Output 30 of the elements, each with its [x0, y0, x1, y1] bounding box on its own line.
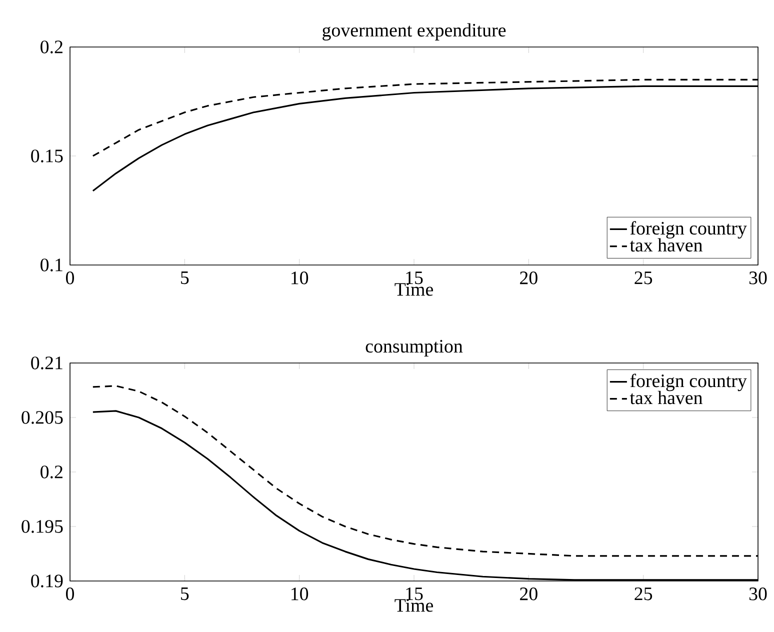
y-tick-label: 0.1 — [40, 258, 62, 272]
x-tick-label: 5 — [181, 271, 189, 284]
x-axis-title: Time — [394, 599, 434, 612]
x-tick-label: 15 — [406, 272, 423, 284]
x-tick-label: 30 — [749, 588, 767, 600]
x-axis-title: Time — [394, 283, 434, 296]
legend-label: foreign country — [630, 374, 747, 392]
legend-label: foreign country — [630, 221, 747, 239]
x-tick-label: 20 — [520, 272, 538, 284]
x-tick-label: 0 — [66, 588, 74, 600]
x-tick-label: 25 — [634, 271, 652, 284]
x-tick-label: 25 — [634, 587, 652, 600]
x-tick-label: 15 — [406, 588, 423, 600]
y-tick-label: 0.2 — [40, 466, 62, 478]
y-tick-label: 0.19 — [31, 574, 63, 588]
x-tick-label: 10 — [292, 272, 308, 284]
x-tick-label: 0 — [66, 272, 74, 284]
y-tick-label: 0.195 — [22, 520, 63, 533]
y-tick-label: 0.205 — [22, 411, 63, 424]
legend-label: tax haven — [630, 238, 702, 252]
x-tick-label: 30 — [749, 272, 767, 284]
y-tick-label: 0.15 — [31, 150, 63, 162]
x-tick-label: 5 — [181, 587, 189, 600]
y-tick-label: 0.2 — [40, 40, 62, 54]
chart-title: government expenditure — [322, 23, 506, 40]
legend-label: tax haven — [630, 390, 702, 404]
y-tick-label: 0.21 — [31, 356, 62, 370]
x-tick-label: 10 — [292, 588, 308, 600]
x-tick-label: 20 — [520, 588, 538, 600]
chart-title: consumption — [366, 340, 463, 356]
